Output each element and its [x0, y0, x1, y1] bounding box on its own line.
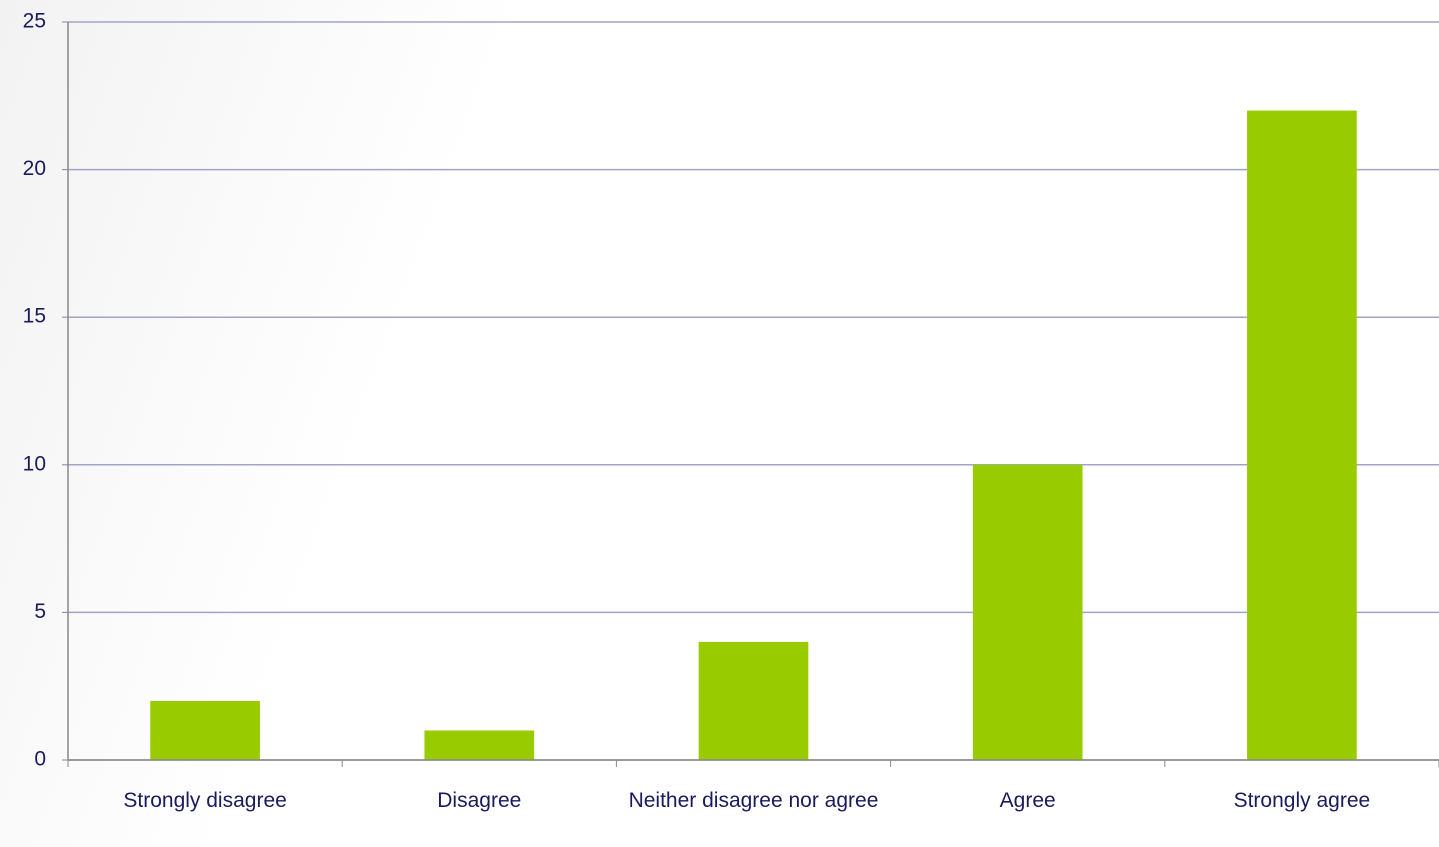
- y-tick-label: 25: [23, 10, 46, 33]
- bar: [1247, 110, 1357, 760]
- bar: [972, 464, 1083, 760]
- bar: [424, 730, 535, 760]
- y-tick-label: 0: [34, 748, 46, 771]
- x-tick-label: Strongly disagree: [123, 789, 287, 812]
- y-tick-label: 5: [34, 600, 46, 623]
- y-tick-label: 10: [23, 452, 46, 475]
- x-tick-label: Neither disagree nor agree: [628, 789, 879, 812]
- y-tick-label: 20: [23, 157, 46, 180]
- y-tick-label: 15: [23, 305, 46, 328]
- x-tick-label: Disagree: [437, 789, 522, 812]
- x-tick-label: Strongly agree: [1233, 789, 1371, 812]
- bar: [150, 700, 260, 760]
- x-tick-label: Agree: [999, 789, 1056, 812]
- bar: [698, 641, 809, 760]
